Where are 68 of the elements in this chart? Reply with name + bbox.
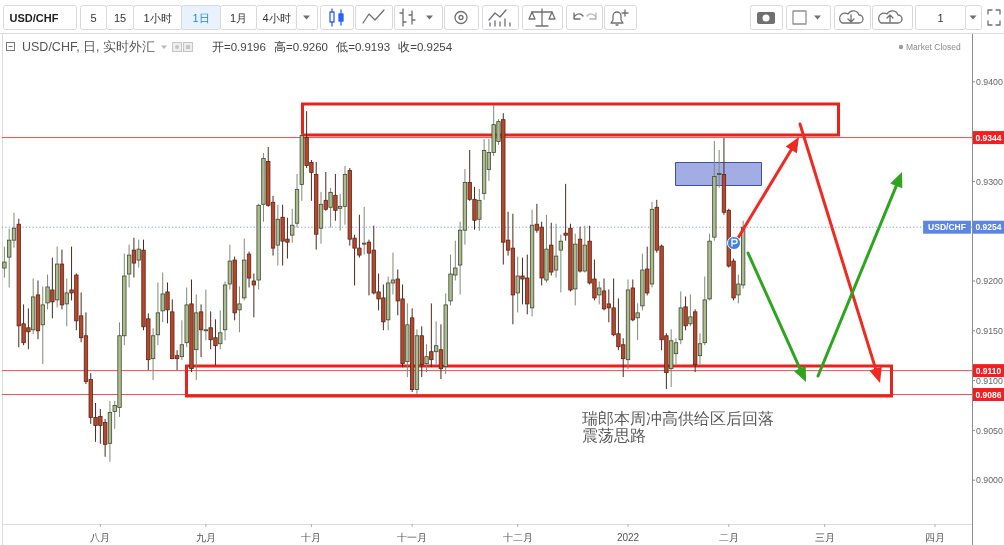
candlestick <box>198 304 204 358</box>
y-tick-label: 0.9200 <box>976 276 1004 287</box>
chart-subtitle: 开=0.9196 高=0.9260 低=0.9193 收=0.9254 <box>212 40 453 53</box>
ref-line-label: 0.9110 <box>975 365 1002 376</box>
y-tick-label: 0.9050 <box>976 425 1004 436</box>
text: 5 <box>90 11 97 24</box>
candlestick <box>683 296 688 331</box>
x-tick-label: 2022 <box>616 532 640 543</box>
candlestick <box>515 256 520 313</box>
x-tick-label: 四月 <box>925 532 946 543</box>
text: 1日 <box>192 11 210 24</box>
x-tick-label: 二月 <box>718 532 739 543</box>
candlestick <box>333 173 338 221</box>
candlestick <box>645 246 650 296</box>
candlestick <box>553 223 559 278</box>
candlestick <box>328 187 333 228</box>
chart-title: USD/CHF, 日, 实时外汇 <box>22 40 156 54</box>
candlestick <box>131 237 137 278</box>
candlestick <box>155 282 161 346</box>
ref-line-label: 0.9086 <box>975 389 1002 400</box>
candlestick <box>323 171 328 211</box>
annotation: Market Closed <box>906 42 962 52</box>
candlestick <box>50 257 55 319</box>
candlestick <box>40 286 45 365</box>
candlestick <box>429 303 434 368</box>
candlestick <box>165 282 170 324</box>
text: 15 <box>113 11 127 24</box>
candlestick <box>597 281 602 305</box>
x-tick-label: 十月 <box>301 532 322 543</box>
candlestick <box>424 344 429 373</box>
y-tick-label: 0.9000 <box>976 475 1004 486</box>
candlestick <box>64 278 69 327</box>
candlestick <box>237 286 242 333</box>
candlestick <box>438 324 444 380</box>
ref-line-label: 0.9344 <box>975 132 1002 143</box>
y-tick-label: 0.9300 <box>976 176 1004 187</box>
candlestick <box>246 251 252 288</box>
text: 1小时 <box>143 11 172 24</box>
annotation: 瑞郎本周冲高供给区后回落 <box>582 410 774 427</box>
candlestick <box>136 239 141 268</box>
text: 4小时 <box>262 11 291 24</box>
candlestick <box>477 188 482 231</box>
candlestick <box>601 278 607 311</box>
candlestick <box>2 246 7 278</box>
x-tick-label: 九月 <box>195 532 216 543</box>
annotation: USD/CHF <box>928 222 966 233</box>
candlestick <box>45 274 50 310</box>
candlestick <box>150 328 156 381</box>
y-tick-label: 0.9400 <box>976 77 1004 88</box>
ref-line-label: 0.9254 <box>975 222 1002 233</box>
candlestick <box>434 321 439 365</box>
text: 1 <box>937 11 944 24</box>
candlestick <box>362 206 367 255</box>
candlestick <box>635 303 640 341</box>
x-tick-label: 八月 <box>90 532 111 543</box>
x-tick-label: 三月 <box>814 532 835 543</box>
candlestick <box>203 289 208 341</box>
candlestick <box>688 294 693 327</box>
x-tick-label: 十二月 <box>502 532 533 543</box>
y-tick-label: 0.9100 <box>976 375 1004 386</box>
candlestick <box>366 239 372 296</box>
y-tick-label: 0.9150 <box>976 325 1004 336</box>
candlestick <box>318 191 324 244</box>
text: USD/CHF <box>9 11 59 24</box>
x-tick-label: 十一月 <box>397 532 428 543</box>
candlestick <box>717 150 722 188</box>
text: 1月 <box>229 11 248 24</box>
annotation: 震荡思路 <box>582 427 646 444</box>
